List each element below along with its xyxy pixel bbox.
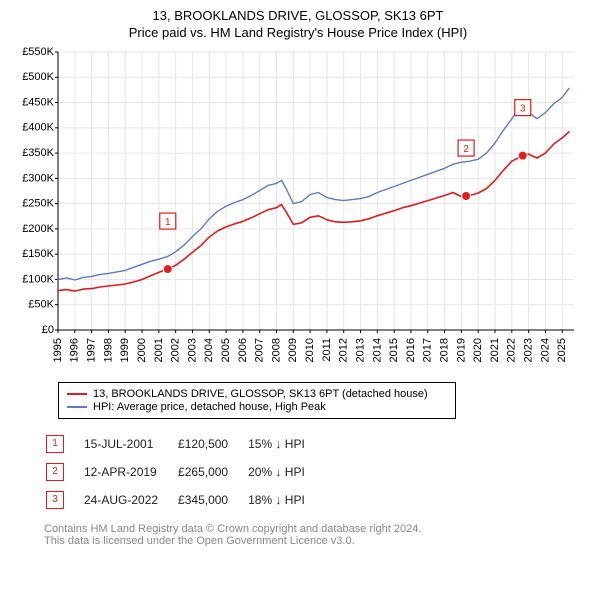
svg-text:1995: 1995 <box>52 338 64 362</box>
legend-label: 13, BROOKLANDS DRIVE, GLOSSOP, SK13 6PT … <box>93 388 428 400</box>
svg-text:2023: 2023 <box>523 338 535 362</box>
svg-text:2018: 2018 <box>438 338 450 362</box>
svg-text:2002: 2002 <box>170 338 182 362</box>
svg-text:£250K: £250K <box>22 198 54 210</box>
svg-text:1999: 1999 <box>119 338 131 362</box>
svg-text:£350K: £350K <box>22 147 54 159</box>
svg-text:2001: 2001 <box>153 338 165 362</box>
svg-text:2003: 2003 <box>186 338 198 362</box>
svg-text:£150K: £150K <box>22 248 54 260</box>
marker-price: £120,500 <box>178 431 246 457</box>
marker-price: £345,000 <box>178 487 246 513</box>
svg-text:2008: 2008 <box>270 338 282 362</box>
marker-row: 2 12-APR-2019£265,00020% ↓ HPI <box>46 459 323 485</box>
svg-text:2019: 2019 <box>455 338 467 362</box>
svg-text:3: 3 <box>520 104 526 115</box>
legend-row: 13, BROOKLANDS DRIVE, GLOSSOP, SK13 6PT … <box>67 388 447 400</box>
svg-text:£400K: £400K <box>22 122 54 134</box>
legend: 13, BROOKLANDS DRIVE, GLOSSOP, SK13 6PT … <box>58 382 456 419</box>
title-subtitle: Price paid vs. HM Land Registry's House … <box>8 25 588 40</box>
marker-price: £265,000 <box>178 459 246 485</box>
marker-delta: 18% ↓ HPI <box>248 487 323 513</box>
marker-row: 1 15-JUL-2001£120,50015% ↓ HPI <box>46 431 323 457</box>
svg-text:1998: 1998 <box>102 338 114 362</box>
title-address: 13, BROOKLANDS DRIVE, GLOSSOP, SK13 6PT <box>8 8 588 23</box>
svg-text:2009: 2009 <box>287 338 299 362</box>
svg-text:2021: 2021 <box>489 338 501 362</box>
legend-swatch <box>67 393 87 395</box>
chart-container: 13, BROOKLANDS DRIVE, GLOSSOP, SK13 6PT … <box>0 0 600 555</box>
svg-text:2000: 2000 <box>136 338 148 362</box>
svg-text:2010: 2010 <box>304 338 316 362</box>
marker-delta: 20% ↓ HPI <box>248 459 323 485</box>
svg-text:£550K: £550K <box>22 46 54 58</box>
svg-text:2013: 2013 <box>354 338 366 362</box>
legend-row: HPI: Average price, detached house, High… <box>67 401 447 413</box>
markers-table: 1 15-JUL-2001£120,50015% ↓ HPI 2 12-APR-201… <box>44 429 325 515</box>
svg-text:2005: 2005 <box>220 338 232 362</box>
svg-text:£0: £0 <box>42 324 54 336</box>
svg-text:£450K: £450K <box>22 96 54 108</box>
plot-area: £0 £50K £100K £150K £200K £250K £300K £350K £400… <box>8 46 588 376</box>
footer-line1: Contains HM Land Registry data © Crown c… <box>44 523 588 535</box>
marker-date: 24-AUG-2022 <box>84 487 176 513</box>
chart-svg: £0 £50K £100K £150K £200K £250K £300K £350K £400… <box>8 46 588 376</box>
svg-text:2022: 2022 <box>506 338 518 362</box>
svg-text:£100K: £100K <box>22 273 54 285</box>
marker-delta: 15% ↓ HPI <box>248 431 323 457</box>
svg-text:2012: 2012 <box>338 338 350 362</box>
svg-text:£200K: £200K <box>22 223 54 235</box>
chart-title: 13, BROOKLANDS DRIVE, GLOSSOP, SK13 6PT … <box>8 8 588 40</box>
svg-text:2011: 2011 <box>321 338 333 362</box>
svg-text:2015: 2015 <box>388 338 400 362</box>
marker-badge: 2 <box>46 463 64 481</box>
svg-text:1: 1 <box>165 217 171 228</box>
svg-text:2025: 2025 <box>556 338 568 362</box>
svg-text:£500K: £500K <box>22 71 54 83</box>
legend-swatch <box>67 406 87 408</box>
svg-text:2020: 2020 <box>472 338 484 362</box>
marker-date: 12-APR-2019 <box>84 459 176 485</box>
svg-text:2014: 2014 <box>371 338 383 362</box>
legend-label: HPI: Average price, detached house, High… <box>93 401 326 413</box>
svg-text:2007: 2007 <box>254 338 266 362</box>
svg-text:2: 2 <box>463 144 469 155</box>
svg-text:2017: 2017 <box>422 338 434 362</box>
marker-date: 15-JUL-2001 <box>84 431 176 457</box>
svg-text:2024: 2024 <box>539 338 551 362</box>
svg-text:£300K: £300K <box>22 172 54 184</box>
svg-text:2006: 2006 <box>237 338 249 362</box>
svg-text:1996: 1996 <box>69 338 81 362</box>
svg-text:2004: 2004 <box>203 338 215 362</box>
footer: Contains HM Land Registry data © Crown c… <box>44 523 588 547</box>
marker-badge: 3 <box>46 491 64 509</box>
svg-text:£50K: £50K <box>28 299 54 311</box>
svg-text:1997: 1997 <box>86 338 98 362</box>
marker-row: 3 24-AUG-2022£345,00018% ↓ HPI <box>46 487 323 513</box>
footer-line2: This data is licensed under the Open Gov… <box>44 535 588 547</box>
svg-text:2016: 2016 <box>405 338 417 362</box>
marker-badge: 1 <box>46 435 64 453</box>
